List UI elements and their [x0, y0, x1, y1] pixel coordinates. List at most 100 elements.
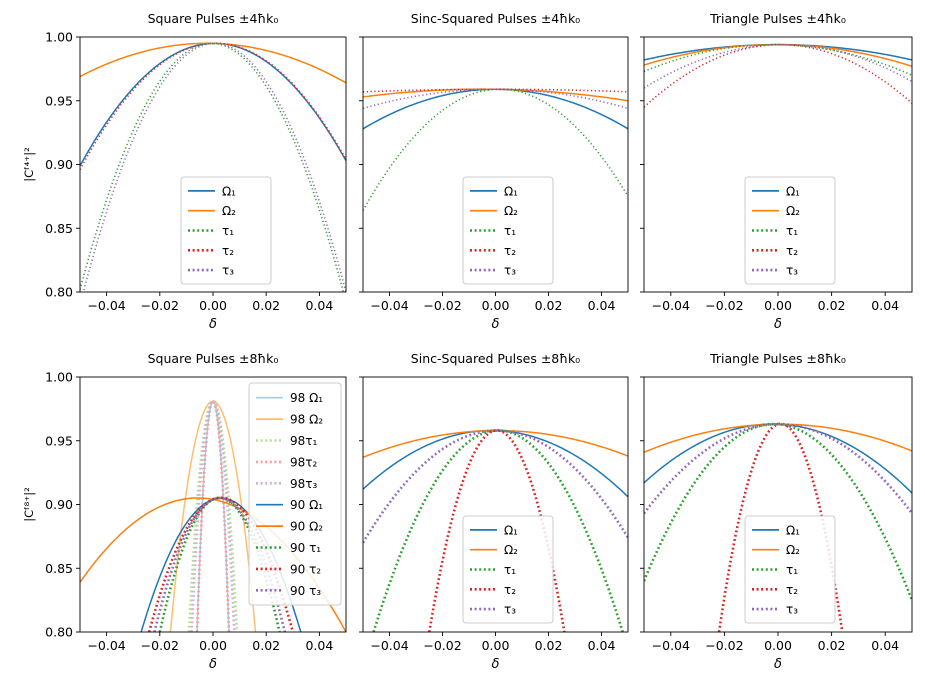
legend-label: τ₃	[222, 264, 234, 278]
series-line	[190, 399, 236, 632]
legend-label: Ω₁	[786, 184, 800, 198]
series-line	[80, 42, 346, 84]
y-tick-label: 0.80	[45, 625, 73, 640]
legend-box	[744, 515, 836, 624]
x-tick-label: 0.00	[764, 298, 792, 313]
series-line	[363, 429, 628, 498]
x-tick-label: 0.04	[871, 638, 899, 653]
legend-label: τ₂	[504, 583, 516, 597]
legend-label: τ₃	[504, 264, 516, 278]
x-tick-label: −0.02	[705, 298, 743, 313]
subplot-4: −0.04 −0.02 0.00 0.02 0.04 0.80 0.85 0.90 0.95 1.…	[22, 351, 347, 672]
x-tick-label: −0.04	[370, 638, 408, 653]
y-tick-label: 1.00	[45, 30, 73, 45]
legend-label: 90 Ω₁	[290, 498, 323, 512]
x-tick-label: −0.02	[141, 638, 179, 653]
y-tick-label: 0.85	[45, 561, 73, 576]
legend-label: 98 Ω₂	[290, 413, 323, 427]
y-tick-label: 0.95	[45, 93, 73, 108]
legend-label: τ₃	[504, 603, 516, 617]
legend-label: τ₁	[504, 224, 516, 238]
legend-label: τ₁	[222, 224, 234, 238]
legend-label: τ₂	[786, 244, 798, 258]
series-line	[195, 399, 231, 632]
x-tick-label: −0.04	[652, 298, 690, 313]
legend-label: Ω₂	[504, 543, 518, 557]
legend-box	[462, 515, 554, 624]
series-group	[644, 43, 912, 108]
x-tick-label: 0.02	[252, 638, 280, 653]
series-line	[363, 88, 628, 93]
legend-box	[248, 382, 342, 606]
legend-label: τ₃	[786, 264, 798, 278]
series-line	[82, 42, 346, 292]
x-tick-label: 0.02	[818, 638, 846, 653]
x-tick-label: 0.02	[535, 638, 563, 653]
x-tick-label: −0.04	[652, 638, 690, 653]
legend-label: Ω₂	[786, 543, 800, 557]
y-axis-label: |Cᶠ⁸⁺|²	[22, 487, 36, 521]
legend: 98 Ω₁ 98 Ω₂ 98τ₁ 98τ₂ 98τ₃ 90 Ω₁ 90 Ω₂ 90 τ₁ 90 …	[248, 382, 342, 606]
legend-label: τ₃	[786, 603, 798, 617]
legend-label: τ₁	[786, 224, 798, 238]
legend-label: Ω₂	[786, 204, 800, 218]
x-tick-label: 0.04	[588, 298, 616, 313]
x-axis-label: δ	[492, 317, 500, 332]
legend: Ω₁ Ω₂ τ₁ τ₂ τ₃	[744, 176, 836, 285]
series-line	[153, 496, 287, 632]
y-tick-label: 0.80	[45, 285, 73, 300]
legend-box	[744, 176, 836, 285]
subplot-1: −0.04 −0.02 0.00 0.02 0.04 0.80 0.85 0.90 0.95 1.…	[22, 11, 347, 332]
x-axis-label: δ	[209, 317, 217, 332]
legend-label: 98 Ω₁	[290, 391, 323, 405]
legend-label: Ω₁	[504, 184, 518, 198]
subplot-title: Square Pulses ±4ħk₀	[148, 11, 279, 26]
series-group	[363, 88, 628, 211]
legend-label: 90 Ω₂	[290, 520, 323, 534]
series-line	[644, 43, 912, 89]
x-tick-label: 0.00	[199, 298, 227, 313]
subplot-title: Sinc-Squared Pulses ±4ħk₀	[411, 11, 580, 26]
series-line	[644, 422, 912, 601]
x-tick-label: −0.02	[705, 638, 743, 653]
x-tick-label: −0.02	[423, 638, 461, 653]
legend-label: 98τ₃	[290, 477, 317, 491]
series-line	[363, 88, 628, 211]
series-line	[644, 43, 912, 76]
x-tick-label: 0.00	[482, 298, 510, 313]
legend-label: τ₁	[504, 563, 516, 577]
legend-label: τ₂	[504, 244, 516, 258]
y-tick-label: 0.90	[45, 497, 73, 512]
x-axis-label: δ	[492, 657, 500, 672]
legend-label: τ₂	[222, 244, 234, 258]
series-group	[80, 42, 346, 292]
x-tick-label: −0.04	[370, 298, 408, 313]
legend-label: τ₁	[786, 563, 798, 577]
x-tick-label: 0.00	[764, 638, 792, 653]
subplot-title: Sinc-Squared Pulses ±8ħk₀	[411, 351, 580, 366]
subplot-3: −0.04 −0.02 0.00 0.02 0.04 Triangle Pulses ±4…	[640, 11, 913, 332]
x-tick-label: 0.04	[305, 298, 333, 313]
x-tick-label: 0.02	[535, 298, 563, 313]
legend-label: Ω₂	[504, 204, 518, 218]
legend-label: Ω₁	[504, 523, 518, 537]
y-tick-label: 1.00	[45, 370, 73, 385]
subplot-2: −0.04 −0.02 0.00 0.02 0.04 Sinc-Squared Pulse…	[359, 11, 629, 332]
x-tick-label: −0.04	[87, 298, 125, 313]
x-tick-label: 0.04	[588, 638, 616, 653]
series-line	[80, 42, 346, 170]
x-tick-label: 0.02	[818, 298, 846, 313]
y-tick-label: 0.95	[45, 433, 73, 448]
x-tick-label: 0.04	[305, 638, 333, 653]
series-line	[644, 423, 912, 453]
legend-label: 90 τ₂	[290, 562, 321, 576]
y-tick-label: 0.90	[45, 157, 73, 172]
series-line	[80, 42, 346, 167]
legend-box	[462, 176, 554, 285]
subplot-6: −0.04 −0.02 0.00 0.02 0.04 Triangle Pulses ±8…	[640, 351, 913, 672]
legend-label: 90 τ₁	[290, 541, 321, 555]
legend-label: 90 τ₃	[290, 584, 321, 598]
series-line	[644, 423, 912, 494]
legend-label: Ω₁	[786, 523, 800, 537]
